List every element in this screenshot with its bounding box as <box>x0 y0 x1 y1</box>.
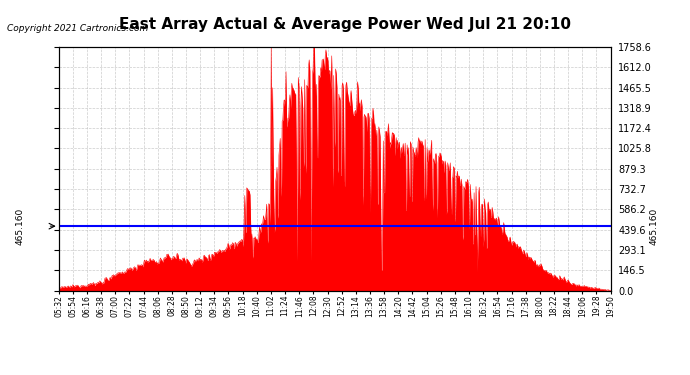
Legend: Average(DC Watts), East Array(DC Watts): Average(DC Watts), East Array(DC Watts) <box>306 0 605 3</box>
Text: Copyright 2021 Cartronics.com: Copyright 2021 Cartronics.com <box>7 24 148 33</box>
Text: East Array Actual & Average Power Wed Jul 21 20:10: East Array Actual & Average Power Wed Ju… <box>119 17 571 32</box>
Text: 465.160: 465.160 <box>15 207 24 245</box>
Text: 465.160: 465.160 <box>649 207 658 245</box>
